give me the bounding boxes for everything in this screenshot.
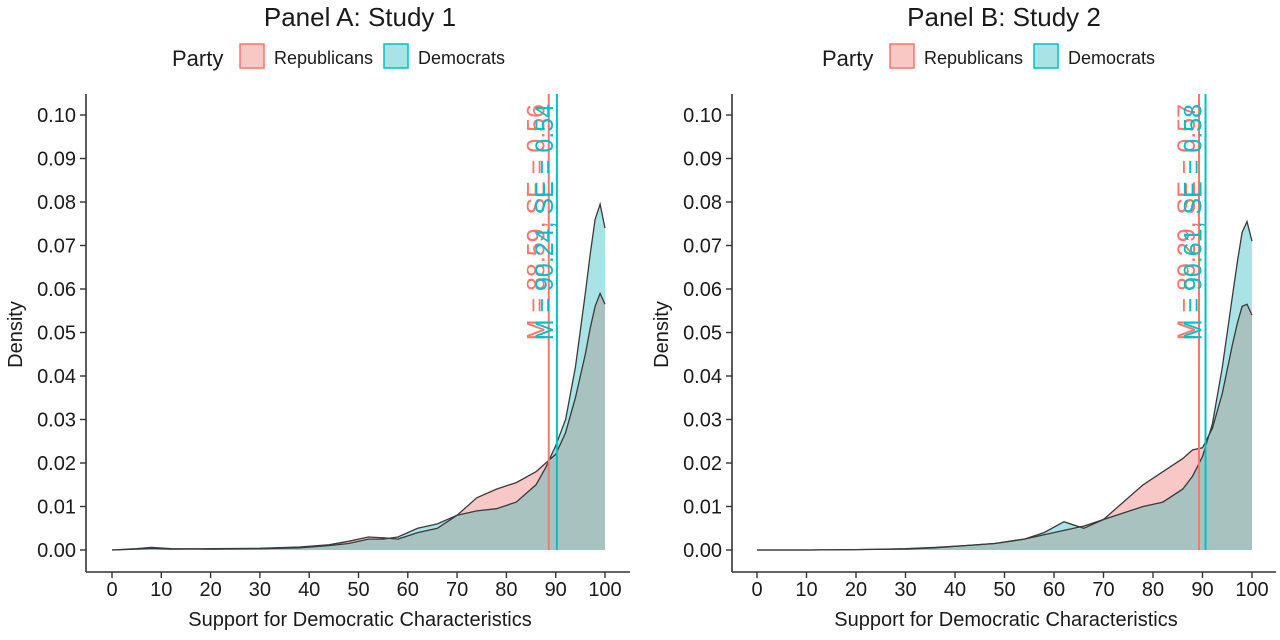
x-tick-label: 50 — [347, 579, 369, 601]
x-tick-label: 20 — [199, 579, 221, 601]
y-tick-label: 0.06 — [37, 279, 76, 301]
panel-b: Panel B: Study 2 Party Republicans Democrat… — [651, 2, 1276, 631]
density-area-overlap — [757, 304, 1252, 550]
chart-title: Panel B: Study 2 — [907, 2, 1101, 32]
x-tick-label: 90 — [545, 579, 567, 601]
x-tick-label: 100 — [1235, 579, 1268, 601]
chart-title: Panel A: Study 1 — [264, 2, 456, 32]
y-tick-label: 0.08 — [683, 192, 722, 214]
x-tick-label: 100 — [588, 579, 621, 601]
y-tick-label: 0.10 — [37, 105, 76, 127]
y-tick-label: 0.00 — [37, 540, 76, 562]
y-tick-label: 0.01 — [37, 497, 76, 519]
y-tick-label: 0.02 — [683, 453, 722, 475]
y-tick-label: 0.03 — [683, 410, 722, 432]
legend-title: Party — [822, 46, 873, 71]
plot-area — [111, 201, 606, 551]
x-tick-label: 20 — [845, 579, 867, 601]
x-axis-title: Support for Democratic Characteristics — [834, 609, 1177, 631]
density-area-overlap — [112, 293, 605, 550]
legend: Party Republicans Democrats — [172, 43, 505, 71]
legend-swatch-republicans — [889, 43, 915, 69]
y-axis-title: Density — [5, 301, 27, 368]
y-tick-label: 0.10 — [683, 105, 722, 127]
density-line-democrats — [111, 201, 606, 551]
legend-label-republicans: Republicans — [924, 48, 1023, 68]
legend-swatch-republicans — [239, 43, 265, 69]
legend-label-democrats: Democrats — [1068, 48, 1155, 68]
x-tick-label: 50 — [993, 579, 1015, 601]
x-tick-label: 10 — [795, 579, 817, 601]
x-tick-label: 40 — [944, 579, 966, 601]
y-tick-label: 0.09 — [37, 149, 76, 171]
density-line-democrats — [757, 219, 1253, 551]
y-tick-label: 0.04 — [37, 366, 76, 388]
y-tick-label: 0.05 — [37, 323, 76, 345]
mean-label-republicans: M = 88.59, SE = 0.56 — [523, 104, 551, 340]
legend-title: Party — [172, 46, 223, 71]
x-tick-label: 70 — [1092, 579, 1114, 601]
x-tick-label: 90 — [1191, 579, 1213, 601]
y-tick-label: 0.07 — [37, 236, 76, 258]
x-tick-label: 0 — [106, 579, 117, 601]
x-tick-label: 60 — [397, 579, 419, 601]
x-tick-label: 30 — [249, 579, 271, 601]
x-tick-label: 10 — [150, 579, 172, 601]
legend-swatch-democrats — [1033, 43, 1059, 69]
x-tick-label: 40 — [298, 579, 320, 601]
x-tick-label: 70 — [446, 579, 468, 601]
y-tick-label: 0.06 — [683, 279, 722, 301]
y-tick-label: 0.02 — [37, 453, 76, 475]
x-tick-label: 80 — [495, 579, 517, 601]
legend-label-republicans: Republicans — [274, 48, 373, 68]
mean-label-democrats: M = 90.61, SE = 0.58 — [1180, 104, 1208, 340]
legend-label-democrats: Democrats — [418, 48, 505, 68]
plot-area — [757, 219, 1253, 551]
y-tick-label: 0.01 — [683, 497, 722, 519]
y-tick-label: 0.03 — [37, 410, 76, 432]
x-tick-label: 30 — [894, 579, 916, 601]
panel-a: Panel A: Study 1 Party Republicans Democrat… — [5, 2, 630, 631]
y-tick-label: 0.09 — [683, 149, 722, 171]
x-tick-label: 60 — [1043, 579, 1065, 601]
y-tick-label: 0.00 — [683, 540, 722, 562]
legend-swatch-democrats — [383, 43, 409, 69]
legend: Party Republicans Democrats — [822, 43, 1155, 71]
y-tick-label: 0.08 — [37, 192, 76, 214]
y-tick-label: 0.05 — [683, 323, 722, 345]
x-axis-title: Support for Democratic Characteristics — [188, 609, 531, 631]
x-tick-label: 0 — [751, 579, 762, 601]
x-tick-label: 80 — [1142, 579, 1164, 601]
mean-label-democrats: M = 90.24, SE = 0.54 — [531, 104, 559, 340]
y-tick-label: 0.04 — [683, 366, 722, 388]
mean-label-republicans: M = 89.29, SE = 0.57 — [1173, 104, 1201, 340]
y-tick-label: 0.07 — [683, 236, 722, 258]
y-axis-title: Density — [651, 301, 673, 368]
